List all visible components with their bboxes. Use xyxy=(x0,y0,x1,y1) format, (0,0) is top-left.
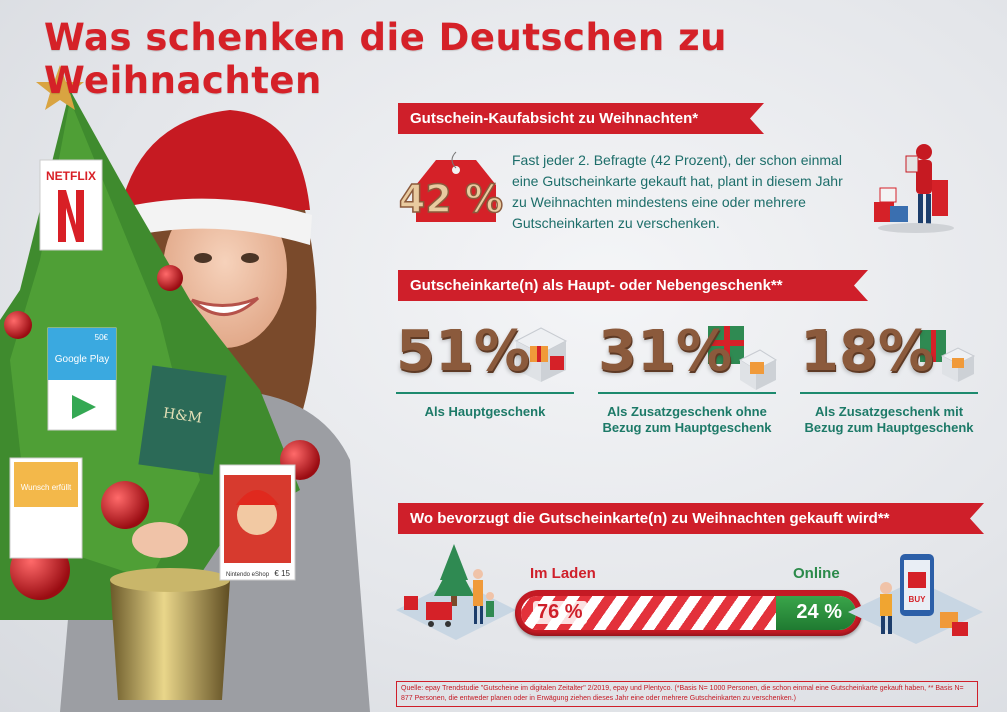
online-share-fill xyxy=(775,596,856,630)
google-play-card: Google Play 50€ xyxy=(47,327,117,431)
google-play-text: Google Play xyxy=(55,354,109,365)
online-label: Online xyxy=(793,565,840,582)
stat-divider xyxy=(396,392,574,394)
nintendo-value: € 15 xyxy=(274,569,290,578)
nintendo-text: Nintendo eShop xyxy=(226,572,270,578)
channel-share-bar-track: 76 % 24 % xyxy=(521,596,856,630)
online-share-value: 24 % xyxy=(796,601,842,623)
store-share-value: 76 % xyxy=(533,601,587,624)
stat-extra-gift-related: 18% Als Zusatzgeschenk mit Bezug zum Hau… xyxy=(800,320,978,436)
tag-percent: 42 % xyxy=(399,177,503,221)
netflix-logo-text: NETFLIX xyxy=(46,169,96,183)
store-shopping-icon xyxy=(396,544,516,640)
online-shopping-icon: BUY xyxy=(848,554,983,644)
woman-with-christmas-tree-photo: NETFLIX Google Play 50€ H&M Wunsch erfül… xyxy=(0,65,370,712)
shopper-with-gifts-icon xyxy=(874,144,954,233)
stat-extra-gift-related-value: 18% xyxy=(800,319,935,384)
channel-share-bar: 76 % 24 % xyxy=(515,590,862,636)
netflix-card: NETFLIX xyxy=(39,159,103,251)
page-title: Was schenken die Deutschen zu Weihnachte… xyxy=(44,16,727,102)
intro-text: Fast jeder 2. Befragte (42 Prozent), der… xyxy=(512,152,843,231)
stat-extra-gift-related-label: Als Zusatzgeschenk mit Bezug zum Hauptge… xyxy=(804,404,974,435)
gift-box-icon xyxy=(708,326,778,390)
stat-divider xyxy=(598,392,776,394)
google-play-value: 50€ xyxy=(95,333,109,342)
stat-extra-gift-unrelated-value: 31% xyxy=(598,319,733,384)
hm-logo-text: H&M xyxy=(162,405,203,426)
hm-card: H&M xyxy=(138,365,227,475)
stat-extra-gift-unrelated-label: Als Zusatzgeschenk ohne Bezug zum Hauptg… xyxy=(602,404,772,435)
section-heading-purchase-channel: Wo bevorzugt die Gutscheinkarte(n) zu We… xyxy=(398,503,984,534)
gift-box-icon xyxy=(920,330,976,382)
stat-extra-gift-unrelated: 31% Als Zusatzgeschenk ohne Bezug zum Ha… xyxy=(598,319,778,436)
section-heading-main-or-side-gift: Gutscheinkarte(n) als Haupt- oder Nebeng… xyxy=(398,270,868,301)
wunsch-card: Wunsch erfüllt xyxy=(9,457,83,559)
stat-main-gift-value: 51% xyxy=(396,319,531,384)
wunsch-text: Wunsch erfüllt xyxy=(21,483,72,492)
stat-main-gift: 51% Als Hauptgeschenk xyxy=(396,320,574,420)
gift-box-icon xyxy=(514,327,568,382)
source-note: Quelle: epay Trendstudie "Gutscheine im … xyxy=(396,681,978,707)
section-heading-purchase-intent: Gutschein-Kaufabsicht zu Weihnachten* xyxy=(398,103,764,134)
nintendo-card: Nintendo eShop € 15 xyxy=(219,464,296,581)
price-tag-icon: 42 % xyxy=(398,151,504,222)
store-label: Im Laden xyxy=(530,565,596,582)
stat-divider xyxy=(800,392,978,394)
svg-text:BUY: BUY xyxy=(909,595,927,604)
stat-main-gift-label: Als Hauptgeschenk xyxy=(424,404,546,419)
